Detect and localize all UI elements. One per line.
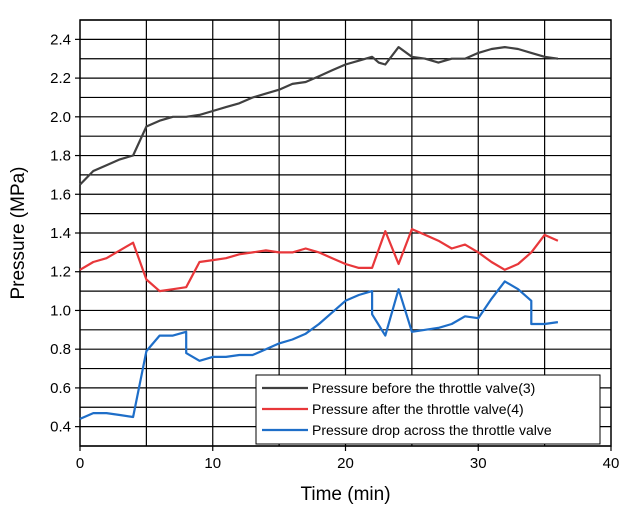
series-line-after-valve (79, 228, 559, 293)
x-axis-title: Time (min) (300, 484, 390, 505)
y-tick-label: 0.4 (50, 419, 71, 436)
x-tick-label: 20 (337, 455, 354, 472)
series-lines (79, 45, 559, 420)
legend: Pressure before the throttle valve(3) Pr… (255, 374, 601, 445)
y-tick-label: 2.0 (50, 109, 71, 126)
legend-box (255, 374, 601, 445)
y-tick-label: 1.2 (50, 264, 71, 281)
x-tick-label: 40 (603, 455, 620, 472)
x-axis-ticks: 0 10 20 30 40 (76, 446, 620, 472)
legend-label-before-valve: Pressure before the throttle valve(3) (312, 380, 535, 396)
y-tick-label: 0.6 (50, 380, 71, 397)
legend-label-after-valve: Pressure after the throttle valve(4) (312, 401, 524, 417)
y-tick-label: 1.8 (50, 148, 71, 165)
y-tick-label: 2.2 (50, 70, 71, 87)
y-axis-ticks: 0.4 0.6 0.8 1.0 1.2 1.4 1.6 1.8 2.0 2.2 2.4 (50, 31, 80, 436)
series-line-pressure-drop (79, 280, 559, 420)
series-line-before-valve (79, 45, 559, 186)
legend-label-pressure-drop: Pressure drop across the throttle valve (312, 422, 552, 438)
x-tick-label: 30 (470, 455, 487, 472)
y-tick-label: 1.6 (50, 186, 71, 203)
y-tick-label: 1.0 (50, 302, 71, 319)
x-tick-label: 10 (204, 455, 221, 472)
y-tick-label: 2.4 (50, 31, 71, 48)
y-tick-label: 0.8 (50, 341, 71, 358)
y-tick-label: 1.4 (50, 225, 71, 242)
y-axis-title: Pressure (MPa) (8, 166, 29, 299)
x-tick-label: 0 (76, 455, 84, 472)
